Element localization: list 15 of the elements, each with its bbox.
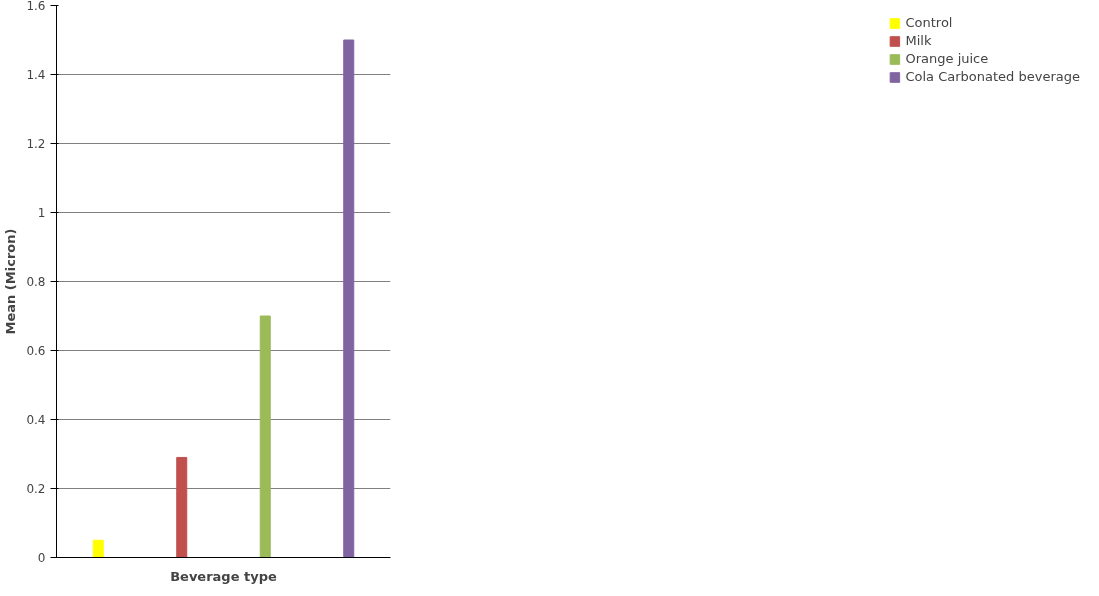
- y-axis-title: Mean (Micron): [3, 228, 19, 335]
- y-tick-label: 0.2: [26, 482, 46, 496]
- y-tick-label: 0.4: [26, 413, 46, 427]
- y-tick-label: 0.8: [26, 275, 46, 289]
- y-tick-label: 1: [37, 206, 46, 220]
- legend-label: Orange juice: [905, 51, 989, 66]
- y-tick-label: 0.6: [26, 344, 46, 358]
- legend-label: Cola Carbonated beverage: [905, 69, 1080, 84]
- y-tick-label: 1.2: [26, 137, 46, 151]
- legend-label: Control: [905, 15, 953, 30]
- x-axis-title: Beverage type: [170, 568, 278, 584]
- y-tick-label: 1.6: [26, 0, 46, 13]
- legend-label: Milk: [905, 33, 932, 48]
- y-tick-label: 0: [37, 551, 46, 565]
- y-tick-label: 1.4: [26, 68, 46, 82]
